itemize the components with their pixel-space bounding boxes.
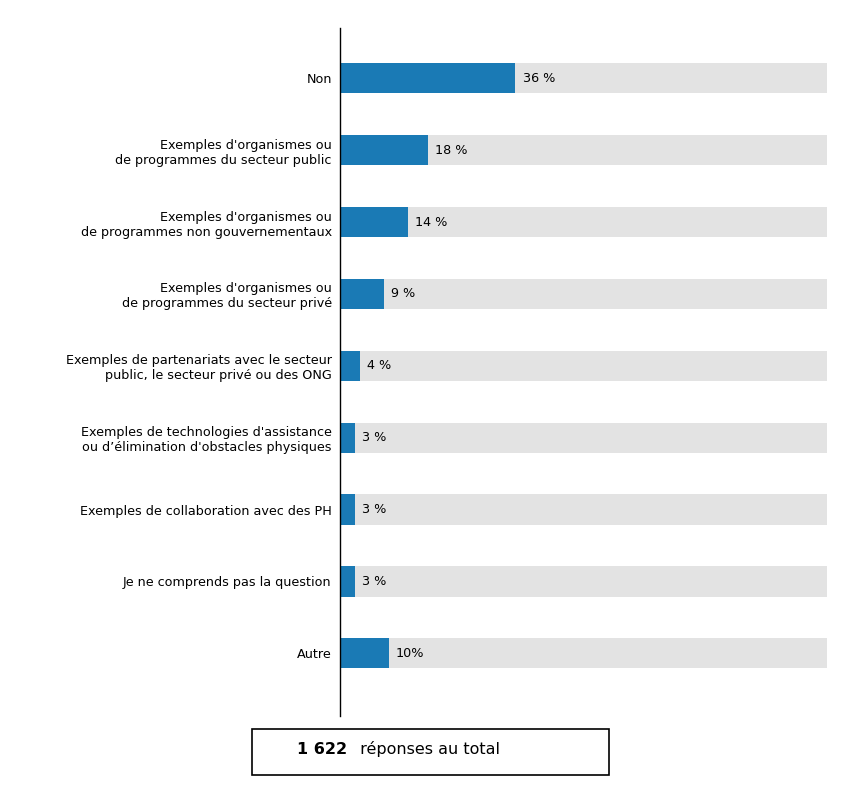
Text: 36 %: 36 % (523, 72, 554, 85)
Text: 9 %: 9 % (391, 287, 415, 301)
Text: 18 %: 18 % (435, 144, 468, 157)
Bar (340, 422, 355, 452)
Bar (252, 729, 609, 775)
Bar (340, 350, 827, 381)
Bar (340, 566, 827, 596)
Bar (340, 279, 384, 309)
Text: 4 %: 4 % (367, 359, 391, 373)
Text: 1 622: 1 622 (297, 742, 347, 757)
Bar (340, 638, 389, 668)
Bar (340, 63, 827, 93)
Bar (340, 638, 827, 668)
Bar (340, 207, 827, 237)
Bar (340, 494, 355, 524)
Bar (340, 207, 408, 237)
Text: 3 %: 3 % (362, 431, 387, 445)
Text: 3 %: 3 % (362, 503, 387, 516)
Bar (340, 135, 827, 165)
Bar (340, 566, 355, 596)
Bar (340, 494, 827, 524)
Bar (340, 63, 515, 93)
Text: 10%: 10% (396, 647, 424, 660)
Bar (340, 279, 827, 309)
Bar (340, 350, 360, 381)
Text: 14 %: 14 % (416, 216, 448, 229)
Bar (340, 135, 428, 165)
Text: 3 %: 3 % (362, 575, 387, 588)
Text: réponses au total: réponses au total (355, 741, 499, 757)
Bar (340, 422, 827, 452)
